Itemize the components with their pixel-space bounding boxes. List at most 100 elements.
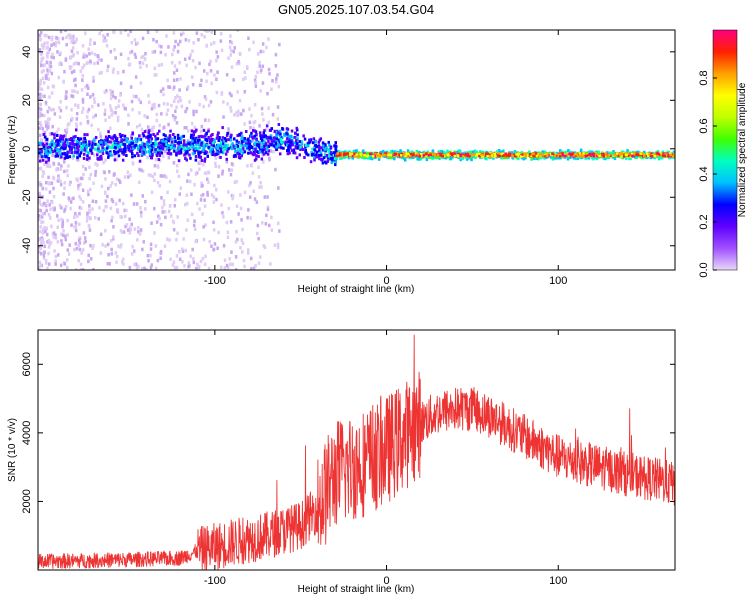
heatmap-cell [198, 159, 202, 164]
heatmap-cell [137, 226, 140, 230]
heatmap-cell [203, 159, 206, 163]
heatmap-cell [241, 145, 245, 149]
heatmap-cell [326, 148, 329, 151]
spectrogram-heatmap [38, 30, 675, 270]
heatmap-cell [91, 93, 95, 97]
heatmap-cell [191, 82, 195, 87]
heatmap-cell [111, 181, 114, 185]
heatmap-cell [205, 131, 208, 135]
heatmap-cell [120, 138, 123, 142]
heatmap-cell [137, 154, 140, 158]
heatmap-cell [334, 160, 338, 164]
heatmap-cell [191, 49, 194, 53]
heatmap-cell [104, 229, 107, 233]
heatmap-cell [290, 143, 293, 147]
heatmap-cell [57, 218, 60, 222]
heatmap-cell [88, 176, 91, 181]
heatmap-cell [59, 182, 63, 187]
heatmap-cell [143, 57, 147, 61]
heatmap-cell [531, 152, 535, 156]
heatmap-cell [268, 223, 271, 228]
heatmap-cell [142, 134, 146, 138]
heatmap-cell [494, 154, 497, 157]
heatmap-cell [176, 133, 180, 137]
heatmap-cell [89, 243, 92, 248]
heatmap-cell [85, 54, 88, 58]
heatmap-cell [163, 174, 166, 178]
heatmap-cell [436, 153, 440, 157]
heatmap-cell [410, 150, 414, 154]
heatmap-cell [177, 174, 181, 179]
heatmap-cell [137, 230, 140, 234]
heatmap-cell [56, 134, 59, 137]
heatmap-cell [220, 91, 224, 95]
heatmap-cell [173, 64, 177, 68]
heatmap-cell [258, 124, 261, 128]
heatmap-cell [268, 142, 271, 146]
heatmap-cell [109, 152, 112, 156]
heatmap-cell [45, 226, 48, 231]
heatmap-cell [267, 106, 270, 110]
heatmap-cell [266, 144, 269, 148]
heatmap-cell [51, 124, 54, 129]
heatmap-cell [646, 155, 649, 159]
heatmap-cell [235, 62, 239, 66]
heatmap-cell [236, 113, 239, 117]
heatmap-cell [47, 175, 50, 180]
heatmap-cell [109, 142, 112, 146]
heatmap-cell [94, 113, 97, 118]
heatmap-cell [245, 144, 249, 148]
heatmap-cell [275, 77, 278, 81]
heatmap-cell [75, 128, 78, 132]
heatmap-cell [97, 217, 100, 221]
heatmap-cell [107, 135, 111, 138]
heatmap-cell [290, 129, 294, 133]
heatmap-cell [170, 61, 174, 65]
heatmap-cell [275, 130, 279, 134]
heatmap-cell [88, 156, 91, 160]
heatmap-cell [138, 232, 142, 236]
heatmap-cell [54, 154, 57, 158]
heatmap-cell [165, 138, 168, 142]
heatmap-cell [124, 224, 127, 229]
heatmap-cell [198, 102, 201, 107]
heatmap-cell [102, 147, 106, 151]
heatmap-cell [215, 90, 219, 95]
heatmap-cell [266, 135, 270, 139]
heatmap-cell [150, 143, 153, 147]
heatmap-cell [70, 138, 73, 142]
heatmap-cell [99, 135, 102, 139]
heatmap-cell [191, 145, 195, 149]
heatmap-cell [218, 154, 221, 158]
heatmap-cell [327, 150, 330, 154]
heatmap-cell [76, 150, 79, 154]
heatmap-cell [94, 173, 97, 177]
heatmap-cell [78, 141, 82, 145]
heatmap-cell [96, 163, 99, 167]
heatmap-cell [68, 182, 71, 187]
heatmap-cell [129, 51, 132, 55]
heatmap-cell [259, 142, 263, 147]
heatmap-cell [41, 150, 45, 155]
heatmap-cell [401, 152, 404, 156]
heatmap-cell [229, 109, 233, 113]
heatmap-cell [459, 154, 462, 158]
heatmap-cell [79, 262, 83, 267]
heatmap-cell [46, 60, 49, 65]
heatmap-cell [88, 52, 91, 56]
heatmap-cell [162, 92, 165, 97]
heatmap-cell [189, 141, 192, 145]
heatmap-cell [112, 67, 115, 71]
heatmap-cell [62, 233, 65, 238]
heatmap-cell [551, 152, 554, 155]
heatmap-cell [340, 156, 343, 160]
heatmap-cell [84, 31, 87, 36]
heatmap-cell [256, 223, 260, 228]
heatmap-cell [303, 137, 307, 141]
heatmap-cell [61, 152, 64, 156]
heatmap-cell [174, 109, 177, 113]
heatmap-cell [138, 180, 141, 185]
heatmap-cell [91, 143, 94, 147]
heatmap-cell [183, 126, 186, 130]
